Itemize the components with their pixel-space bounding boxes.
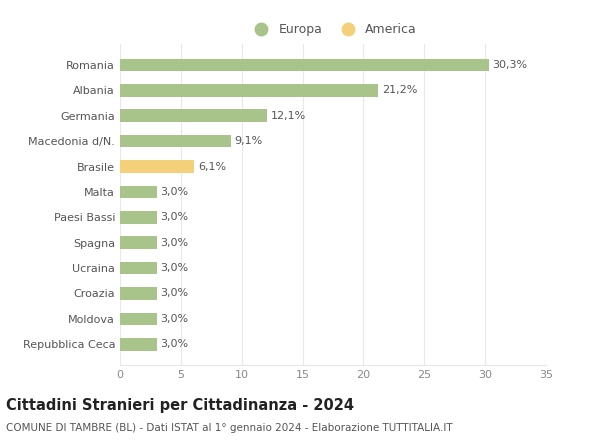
Bar [120, 312, 157, 325]
Bar [120, 186, 157, 198]
Text: 3,0%: 3,0% [160, 289, 188, 298]
Text: 3,0%: 3,0% [160, 212, 188, 222]
Text: 3,0%: 3,0% [160, 238, 188, 248]
Bar [120, 338, 157, 351]
Text: Cittadini Stranieri per Cittadinanza - 2024: Cittadini Stranieri per Cittadinanza - 2… [6, 398, 354, 413]
Bar [120, 135, 231, 147]
Text: 3,0%: 3,0% [160, 339, 188, 349]
Bar [120, 236, 157, 249]
Bar [120, 287, 157, 300]
Bar [120, 160, 194, 173]
Legend: Europa, America: Europa, America [244, 18, 422, 41]
Bar [120, 211, 157, 224]
Text: 21,2%: 21,2% [382, 85, 417, 95]
Bar [120, 59, 489, 71]
Text: 3,0%: 3,0% [160, 314, 188, 324]
Text: 3,0%: 3,0% [160, 263, 188, 273]
Text: 30,3%: 30,3% [493, 60, 527, 70]
Text: 9,1%: 9,1% [235, 136, 263, 146]
Text: 6,1%: 6,1% [198, 161, 226, 172]
Bar [120, 110, 267, 122]
Text: 3,0%: 3,0% [160, 187, 188, 197]
Text: 12,1%: 12,1% [271, 111, 306, 121]
Text: COMUNE DI TAMBRE (BL) - Dati ISTAT al 1° gennaio 2024 - Elaborazione TUTTITALIA.: COMUNE DI TAMBRE (BL) - Dati ISTAT al 1°… [6, 423, 452, 433]
Bar [120, 84, 378, 97]
Bar [120, 262, 157, 275]
